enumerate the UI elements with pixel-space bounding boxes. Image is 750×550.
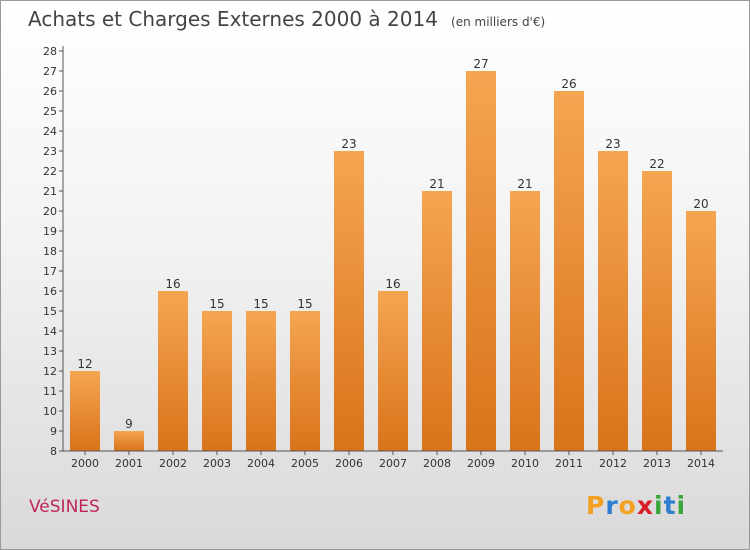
y-tick-label-16: 16	[43, 285, 57, 298]
bar-2011	[554, 91, 584, 451]
bar-2006	[334, 151, 364, 451]
y-tick-label-10: 10	[43, 405, 57, 418]
logo-letter: i	[676, 491, 687, 520]
y-tick-label-18: 18	[43, 245, 57, 258]
bar-2013	[642, 171, 672, 451]
bar-2002	[158, 291, 188, 451]
y-tick-label-24: 24	[43, 125, 57, 138]
y-tick-label-8: 8	[50, 445, 57, 458]
data-label-2004: 15	[253, 297, 268, 311]
data-label-2005: 15	[297, 297, 312, 311]
x-tick-label-2004: 2004	[247, 457, 275, 470]
x-tick-label-2007: 2007	[379, 457, 407, 470]
logo-letter: x	[636, 491, 654, 520]
data-label-2012: 23	[605, 137, 620, 151]
logo-letter: i	[654, 491, 664, 520]
x-tick-label-2012: 2012	[599, 457, 627, 470]
data-label-2009: 27	[473, 57, 488, 71]
y-tick-label-15: 15	[43, 305, 57, 318]
data-label-2014: 20	[693, 197, 708, 211]
x-tick-label-2014: 2014	[687, 457, 715, 470]
y-tick-label-28: 28	[43, 45, 57, 58]
data-label-2007: 16	[385, 277, 400, 291]
y-tick-label-26: 26	[43, 85, 57, 98]
bar-2000	[70, 371, 100, 451]
y-tick-label-19: 19	[43, 225, 57, 238]
y-tick-label-20: 20	[43, 205, 57, 218]
data-label-2013: 22	[649, 157, 664, 171]
proxiti-logo: Proxiti	[586, 491, 686, 520]
commune-name: VéSINES	[29, 497, 100, 517]
bar-2010	[510, 191, 540, 451]
logo-letter: P	[586, 491, 606, 520]
y-tick-label-22: 22	[43, 165, 57, 178]
logo-letter: r	[605, 491, 619, 520]
data-label-2003: 15	[209, 297, 224, 311]
x-tick-label-2002: 2002	[159, 457, 187, 470]
logo-letter: t	[663, 491, 677, 520]
x-tick-label-2003: 2003	[203, 457, 231, 470]
chart-title: Achats et Charges Externes 2000 à 2014	[28, 7, 438, 31]
y-tick-label-12: 12	[43, 365, 57, 378]
bar-2007	[378, 291, 408, 451]
bar-2009	[466, 71, 496, 451]
x-tick-label-2010: 2010	[511, 457, 539, 470]
y-tick-label-9: 9	[50, 425, 57, 438]
bar-2005	[290, 311, 320, 451]
bar-2008	[422, 191, 452, 451]
x-tick-label-2008: 2008	[423, 457, 451, 470]
data-label-2006: 23	[341, 137, 356, 151]
data-label-2010: 21	[517, 177, 532, 191]
bar-2014	[686, 211, 716, 451]
bar-2003	[202, 311, 232, 451]
x-tick-label-2013: 2013	[643, 457, 671, 470]
logo-letter: o	[618, 491, 637, 520]
chart-title-group: Achats et Charges Externes 2000 à 2014 (…	[28, 7, 545, 31]
x-tick-label-2001: 2001	[115, 457, 143, 470]
bar-2012	[598, 151, 628, 451]
y-tick-label-25: 25	[43, 105, 57, 118]
y-tick-label-21: 21	[43, 185, 57, 198]
data-label-2011: 26	[561, 77, 576, 91]
data-label-2000: 12	[77, 357, 92, 371]
y-tick-label-23: 23	[43, 145, 57, 158]
x-tick-label-2011: 2011	[555, 457, 583, 470]
chart-subtitle: (en milliers d'€)	[451, 15, 546, 29]
y-tick-label-27: 27	[43, 65, 57, 78]
y-tick-label-14: 14	[43, 325, 57, 338]
x-tick-label-2000: 2000	[71, 457, 99, 470]
x-tick-label-2006: 2006	[335, 457, 363, 470]
y-tick-label-13: 13	[43, 345, 57, 358]
bar-2004	[246, 311, 276, 451]
y-tick-label-17: 17	[43, 265, 57, 278]
data-label-2008: 21	[429, 177, 444, 191]
data-label-2002: 16	[165, 277, 180, 291]
data-label-2001: 9	[125, 417, 133, 431]
y-tick-label-11: 11	[43, 385, 57, 398]
bar-2001	[114, 431, 144, 451]
x-tick-label-2009: 2009	[467, 457, 495, 470]
x-tick-label-2005: 2005	[291, 457, 319, 470]
